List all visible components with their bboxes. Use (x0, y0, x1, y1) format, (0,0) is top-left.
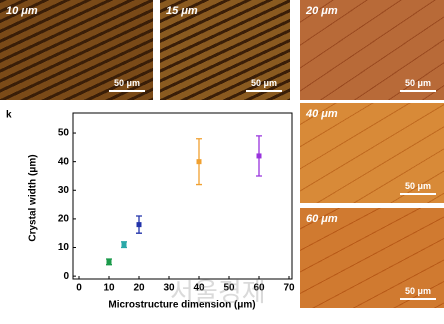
panel-label: 60 μm (306, 213, 338, 225)
plot-frame (72, 112, 293, 280)
point (136, 222, 142, 228)
image-panel: 40 μm 50 μm (300, 103, 444, 203)
scale-bar: 50 μm (400, 286, 436, 300)
x-tick-label: 40 (193, 283, 205, 294)
point (196, 159, 202, 165)
image-panel: 10 μm 50 μm (0, 0, 153, 100)
panel-label: 10 μm (6, 5, 38, 17)
panel-label: k (6, 110, 12, 121)
point (256, 153, 262, 159)
x-tick-label: 70 (283, 283, 295, 294)
scale-bar: 50 μm (400, 181, 436, 195)
y-axis-label: Crystal width (μm) (28, 154, 39, 241)
point (121, 242, 127, 248)
scale-label: 50 μm (404, 286, 432, 296)
y-tick-label: 20 (58, 214, 70, 225)
scale-bar: 50 μm (400, 78, 436, 92)
scale-label: 50 μm (404, 181, 432, 191)
x-tick-label: 50 (223, 283, 235, 294)
scale-bar: 50 μm (246, 78, 282, 92)
x-tick-label: 0 (76, 283, 82, 294)
scale-label: 50 μm (250, 78, 278, 88)
y-tick-label: 0 (63, 271, 69, 282)
image-panel: 60 μm 50 μm (300, 208, 444, 308)
image-panel: 20 μm 50 μm (300, 0, 444, 100)
x-tick-label: 30 (163, 283, 175, 294)
chart: k Crystal width (μm) Microstructure dime… (6, 110, 295, 311)
y-tick-label: 40 (58, 156, 70, 167)
scale-line (400, 90, 436, 92)
scale-label: 50 μm (404, 78, 432, 88)
watermark: 서울경제 (170, 278, 266, 308)
point (106, 259, 112, 265)
scale-line (109, 90, 145, 92)
panel-label: 20 μm (306, 5, 338, 17)
x-tick-label: 60 (253, 283, 265, 294)
scale-line (246, 90, 282, 92)
x-tick-label: 20 (133, 283, 145, 294)
x-tick-label: 10 (103, 283, 115, 294)
scale-line (400, 298, 436, 300)
panel-label: 15 μm (166, 5, 198, 17)
y-tick-label: 50 (58, 128, 70, 139)
image-panel: 15 μm 50 μm (160, 0, 290, 100)
scale-label: 50 μm (113, 78, 141, 88)
scale-bar: 50 μm (109, 78, 145, 92)
y-tick-label: 10 (58, 242, 70, 253)
x-axis-label: Microstructure dimension (μm) (108, 300, 255, 311)
scale-line (400, 193, 436, 195)
panel-label: 40 μm (306, 108, 338, 120)
y-tick-label: 30 (58, 185, 70, 196)
